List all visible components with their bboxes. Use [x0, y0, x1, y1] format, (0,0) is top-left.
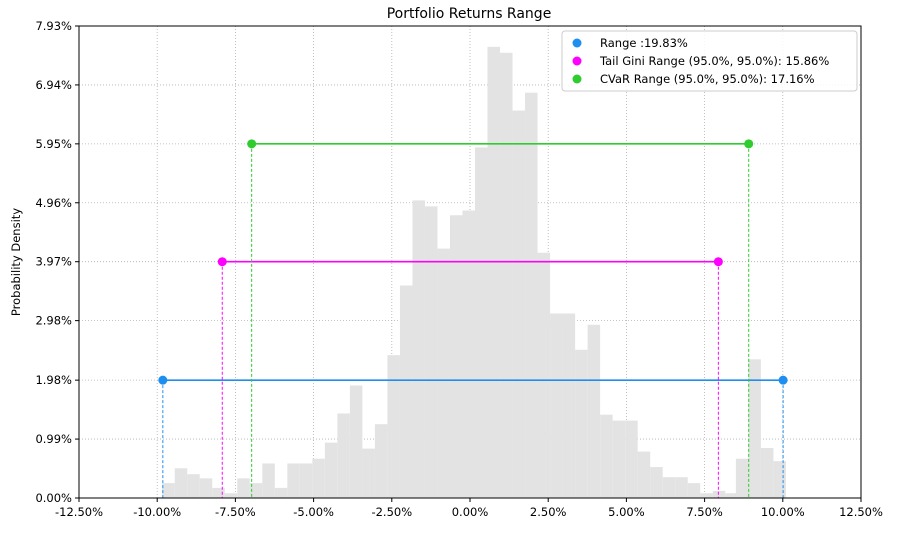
histogram-bar: [537, 252, 551, 498]
x-tick-label: -7.50%: [215, 505, 256, 519]
x-axis-ticks: -12.50% -10.00% -7.50% -5.00% -2.50% 0.00% 2.5…: [55, 498, 883, 519]
legend-marker: [572, 56, 582, 66]
y-axis-ticks: 0.00% 0.99% 1.98% 2.98% 3.97% 4.96% 5.95% 6.94%…: [35, 19, 79, 505]
histogram-bar: [612, 420, 626, 498]
x-tick-label: -2.50%: [371, 505, 412, 519]
histogram-bar: [500, 52, 513, 498]
x-tick-label: 12.50%: [839, 505, 883, 519]
range-endpoint: [744, 139, 754, 149]
x-tick-label: -12.50%: [55, 505, 103, 519]
histogram-bar: [712, 490, 726, 498]
x-tick-label: 2.50%: [530, 505, 567, 519]
histogram-bar: [274, 487, 288, 498]
histogram-bar: [174, 468, 188, 498]
histogram-bar: [249, 483, 263, 498]
histogram-bar: [650, 467, 663, 498]
histogram-bar: [525, 92, 538, 499]
histogram-bar: [262, 463, 275, 498]
histogram-bar: [387, 355, 400, 498]
legend-label: CVaR Range (95.0%, 95.0%): 17.16%: [600, 72, 815, 86]
histogram-bar: [637, 451, 651, 498]
histogram-bar: [700, 493, 713, 498]
histogram-bar: [725, 493, 738, 498]
x-tick-label: 7.50%: [686, 505, 723, 519]
x-tick-label: -5.00%: [293, 505, 334, 519]
histogram-bar: [224, 493, 238, 498]
histogram-bar: [512, 110, 526, 499]
histogram-bar: [299, 463, 313, 498]
histogram-bar: [487, 46, 501, 499]
histogram-bar: [287, 463, 300, 498]
chart-title: Portfolio Returns Range: [387, 6, 552, 22]
histogram-bar: [748, 359, 761, 498]
range-endpoint: [217, 257, 227, 267]
histogram-bar: [773, 461, 786, 498]
x-tick-label: 0.00%: [452, 505, 489, 519]
histogram-bar: [212, 487, 225, 498]
histogram-bar: [412, 200, 425, 498]
legend-marker: [572, 38, 582, 48]
histogram-bar: [550, 313, 563, 498]
y-tick-label: 1.98%: [35, 373, 72, 387]
histogram-bar: [600, 414, 613, 498]
histogram-bar: [587, 324, 601, 498]
range-endpoint: [247, 139, 257, 149]
y-tick-label: 5.95%: [35, 137, 72, 151]
histogram-bar: [374, 424, 388, 498]
x-tick-label: -10.00%: [133, 505, 181, 519]
histogram-bar: [312, 458, 325, 498]
y-tick-label: 3.97%: [35, 255, 72, 269]
legend-label: Range :19.83%: [600, 36, 688, 50]
histogram-bar: [399, 285, 413, 498]
histogram-bar: [237, 478, 250, 498]
y-tick-label: 2.98%: [35, 314, 72, 328]
range-endpoint: [158, 375, 168, 385]
x-tick-label: 10.00%: [761, 505, 805, 519]
y-tick-label: 6.94%: [35, 78, 72, 92]
legend: Range :19.83% Tail Gini Range (95.0%, 95.…: [561, 30, 858, 92]
histogram-bar: [437, 248, 450, 498]
range-endpoint: [713, 257, 723, 267]
range-endpoint: [778, 375, 788, 385]
legend-box: [561, 30, 858, 92]
histogram-bar: [462, 210, 476, 498]
y-tick-label: 0.00%: [35, 491, 72, 505]
legend-label: Tail Gini Range (95.0%, 95.0%): 15.86%: [599, 54, 829, 68]
histogram-bar: [362, 448, 375, 498]
legend-marker: [572, 74, 582, 84]
histogram-bar: [449, 215, 463, 498]
histogram-bar: [475, 147, 488, 499]
histogram-bar: [349, 385, 363, 498]
histogram-bar: [162, 483, 175, 498]
y-axis-label: Probability Density: [9, 208, 23, 316]
histogram-bars: [162, 46, 786, 499]
histogram-bar: [575, 349, 588, 498]
histogram-bar: [760, 448, 774, 498]
histogram-bar: [735, 458, 749, 498]
histogram-bar: [662, 477, 676, 498]
histogram-bar: [625, 420, 638, 498]
histogram-bar: [199, 478, 213, 498]
histogram-bar: [324, 442, 338, 498]
histogram-bar: [424, 206, 438, 499]
y-tick-label: 4.96%: [35, 196, 72, 210]
range-lines: [158, 139, 788, 498]
histogram-bar: [687, 483, 701, 498]
histogram-bar: [337, 413, 350, 498]
x-tick-label: 5.00%: [608, 505, 645, 519]
histogram-bar: [562, 313, 576, 498]
histogram-bar: [675, 477, 688, 498]
y-tick-label: 0.99%: [35, 432, 72, 446]
histogram-bar: [187, 474, 200, 498]
y-tick-label: 7.93%: [35, 19, 72, 33]
